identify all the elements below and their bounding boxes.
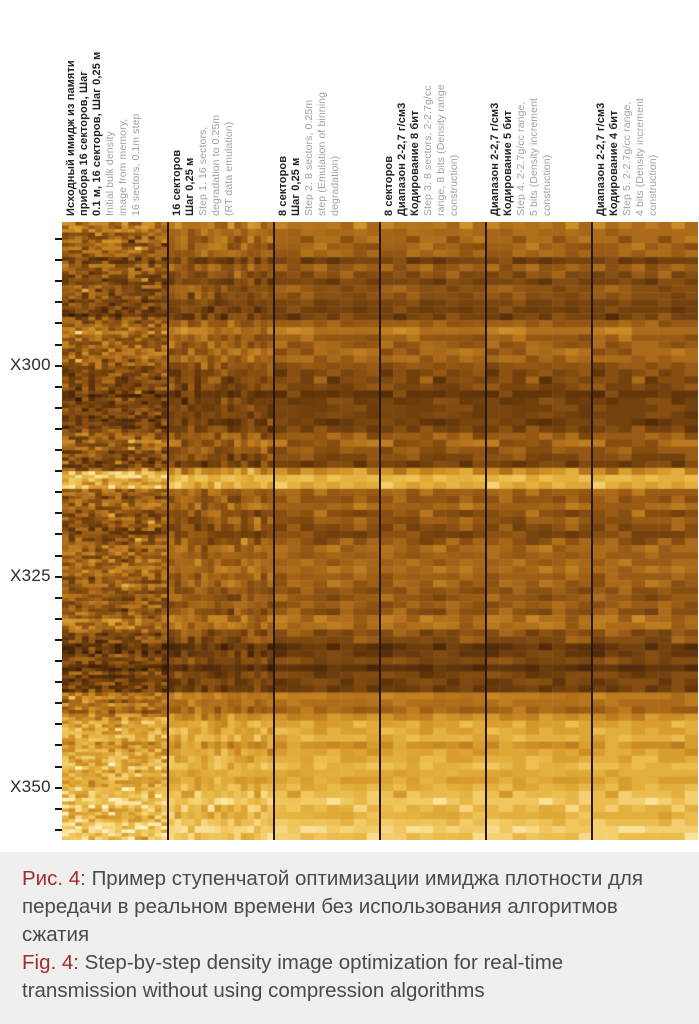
panel-separator: [485, 222, 487, 840]
depth-label-X350: X350: [10, 777, 51, 796]
depth-tick: [55, 238, 62, 240]
column-header-title-ru: 0.1 м, 16 секторов, Шаг 0,25 м: [91, 51, 103, 216]
depth-tick: [55, 512, 62, 515]
depth-tick: [55, 343, 62, 346]
caption-russian: Рис. 4: Пример ступенчатой оптимизации и…: [22, 865, 677, 949]
depth-tick: [55, 596, 62, 599]
density-panels: [62, 222, 698, 840]
column-header-title-ru: Диапазон 2-2,7 г/см3: [489, 102, 501, 216]
depth-tick: [55, 828, 62, 831]
column-header-5: Диапазон 2-2,7 г/см3 Кодирование 5 бит Ste…: [489, 6, 554, 216]
column-header-title-ru: Шаг 0,25 м: [290, 157, 302, 216]
column-header-title-ru: Кодирование 4 бит: [608, 110, 620, 216]
column-header-title-ru: Шаг 0,25 м: [184, 157, 196, 216]
depth-tick: [55, 554, 62, 557]
density-panel-5: [486, 222, 592, 840]
column-header-title-ru: 8 секторов: [383, 155, 395, 216]
column-header-subtitle-en: step (Emulation of binning: [316, 91, 328, 216]
density-panel-4: [380, 222, 486, 840]
column-header-subtitle-en: Step 5. 2-2.7g/cc range,: [621, 101, 633, 216]
caption-russian-label: Рис. 4:: [22, 867, 86, 890]
depth-label-X325: X325: [10, 566, 51, 585]
column-header-subtitle-en: 4 bits (Density increment: [634, 97, 646, 216]
depth-tick: [55, 765, 62, 768]
depth-tick: [55, 301, 62, 304]
depth-tick: [55, 491, 62, 494]
panel-separator: [379, 222, 381, 840]
column-header-subtitle-en: Step 2. 8 sectors, 0.25m: [303, 99, 315, 216]
column-header-subtitle-en: degradation): [329, 155, 341, 216]
depth-tick: [55, 786, 62, 789]
column-header-subtitle-en: Step 4. 2-2.7g/cc range,: [515, 101, 527, 216]
column-header-title-ru: Кодирование 8 бит: [409, 110, 421, 216]
column-header-2: 16 секторов Шаг 0,25 м Step 1. 16 sectors,…: [171, 6, 236, 216]
depth-label-X300: X300: [10, 355, 51, 374]
density-panel-6: [592, 222, 698, 840]
caption-english-text: Step-by-step density image optimization …: [22, 951, 564, 1002]
panel-separator: [273, 222, 275, 840]
figure-caption: Рис. 4: Пример ступенчатой оптимизации и…: [0, 852, 699, 1024]
depth-tick: [55, 470, 62, 473]
depth-tick: [55, 617, 62, 620]
depth-tick: [55, 807, 62, 810]
density-panel-2: [168, 222, 274, 840]
column-header-subtitle-en: construction): [448, 154, 460, 216]
depth-tick: [55, 364, 62, 367]
density-panel-1: [62, 222, 168, 840]
depth-tick: [55, 575, 62, 578]
depth-tick: [55, 681, 62, 684]
column-header-subtitle-en: Initial bulk density: [104, 131, 116, 216]
column-header-title-ru: 8 секторов: [277, 155, 289, 216]
column-header-title-ru: 16 секторов: [171, 149, 183, 216]
column-header-title-ru: Диапазон 2-2,7 г/см3: [396, 102, 408, 216]
column-header-title-ru: Исходный имидж из памяти: [65, 60, 77, 216]
depth-tick: [55, 723, 62, 726]
column-header-title-ru: Диапазон 2-2,7 г/см3: [595, 102, 607, 216]
column-header-subtitle-en: 16 sectors, 0.1m step: [130, 113, 142, 216]
column-header-subtitle-en: (RT data emulation): [223, 121, 235, 216]
depth-tick: [55, 638, 62, 641]
depth-tick: [55, 280, 62, 283]
column-header-title-ru: прибора 16 секторов, Шаг: [78, 71, 90, 216]
column-header-1: Исходный имидж из памяти прибора 16 секто…: [65, 6, 143, 216]
depth-tick: [55, 744, 62, 747]
column-header-3: 8 секторов Шаг 0,25 м Step 2. 8 sectors, 0…: [277, 6, 342, 216]
column-header-subtitle-en: construction): [647, 154, 659, 216]
depth-tick: [55, 385, 62, 388]
density-panel-3: [274, 222, 380, 840]
depth-tick: [55, 449, 62, 451]
depth-tick: [55, 702, 62, 705]
column-header-subtitle-en: 5 bits (Density increment: [528, 97, 540, 216]
caption-russian-text: Пример ступенчатой оптимизации имиджа пл…: [22, 867, 643, 946]
column-header-6: Диапазон 2-2,7 г/см3 Кодирование 4 бит Ste…: [595, 6, 660, 216]
panel-separator: [591, 222, 593, 840]
panel-separator: [167, 222, 169, 840]
column-header-subtitle-en: degradation to 0.25m: [210, 114, 222, 216]
depth-tick: [55, 322, 62, 325]
depth-tick: [55, 427, 62, 430]
column-header-subtitle-en: Step 3. 8 sectors, 2-2.7g/cc: [422, 85, 434, 216]
column-header-subtitle-en: construction): [541, 154, 553, 216]
depth-tick: [55, 259, 62, 262]
depth-tick: [55, 660, 62, 662]
column-header-title-ru: Кодирование 5 бит: [502, 110, 514, 216]
depth-tick: [55, 406, 62, 409]
depth-tick: [55, 533, 62, 536]
caption-english-label: Fig. 4:: [22, 951, 79, 974]
column-header-subtitle-en: image from memory,: [117, 118, 129, 216]
caption-english: Fig. 4: Step-by-step density image optim…: [22, 949, 677, 1005]
column-header-subtitle-en: Step 1. 16 sectors,: [197, 126, 209, 216]
column-header-4: 8 секторов Диапазон 2-2,7 г/см3 Кодировани…: [383, 6, 461, 216]
column-header-subtitle-en: range, 8 bits (Density range: [435, 84, 447, 216]
